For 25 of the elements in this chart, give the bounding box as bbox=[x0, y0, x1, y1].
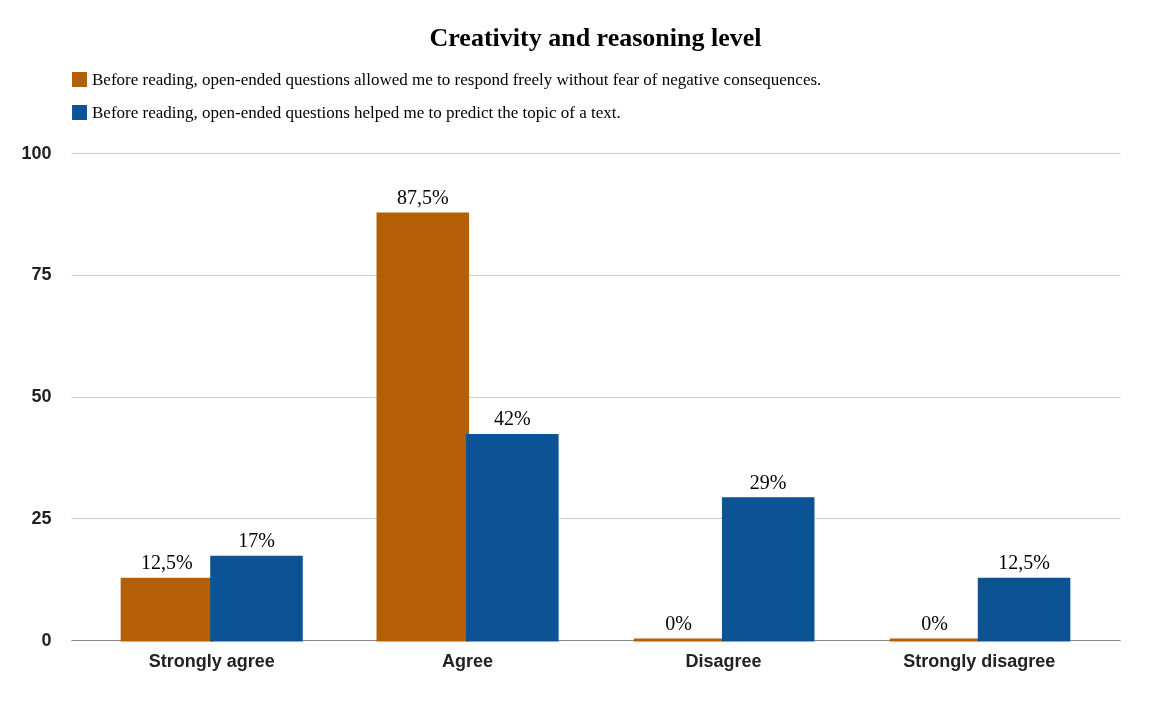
data-label: 17% bbox=[238, 529, 275, 552]
bar bbox=[376, 212, 470, 642]
data-label: 0% bbox=[665, 612, 692, 634]
y-tick-label: 25 bbox=[31, 507, 52, 528]
x-tick-label: Strongly agree bbox=[148, 650, 275, 671]
x-tick-label: Strongly disagree bbox=[903, 650, 1056, 671]
data-label: 29% bbox=[749, 470, 787, 493]
legend-label: Before reading, open-ended questions allowed me to respond freely without fear of negative consequences. bbox=[92, 69, 822, 89]
data-label: 42% bbox=[494, 407, 531, 430]
y-tick-label: 50 bbox=[31, 386, 52, 406]
data-label: 87,5% bbox=[396, 185, 449, 208]
x-tick-label: Agree bbox=[442, 650, 494, 671]
y-tick-label: 100 bbox=[21, 142, 52, 163]
chart-title: Creativity and reasoning level bbox=[429, 23, 762, 52]
data-label: 12,5% bbox=[141, 551, 193, 574]
data-label: 12,5% bbox=[998, 551, 1050, 574]
y-tick-label: 75 bbox=[31, 264, 52, 285]
legend-label: Before reading, open-ended questions helped me to predict the topic of a text. bbox=[92, 102, 621, 122]
bar bbox=[210, 555, 303, 642]
bar bbox=[721, 497, 815, 642]
bar bbox=[466, 433, 559, 642]
data-label: 0% bbox=[921, 612, 948, 634]
x-tick-label: Disagree bbox=[685, 650, 762, 671]
y-tick-label: 0 bbox=[41, 629, 52, 650]
bar bbox=[977, 577, 1071, 642]
